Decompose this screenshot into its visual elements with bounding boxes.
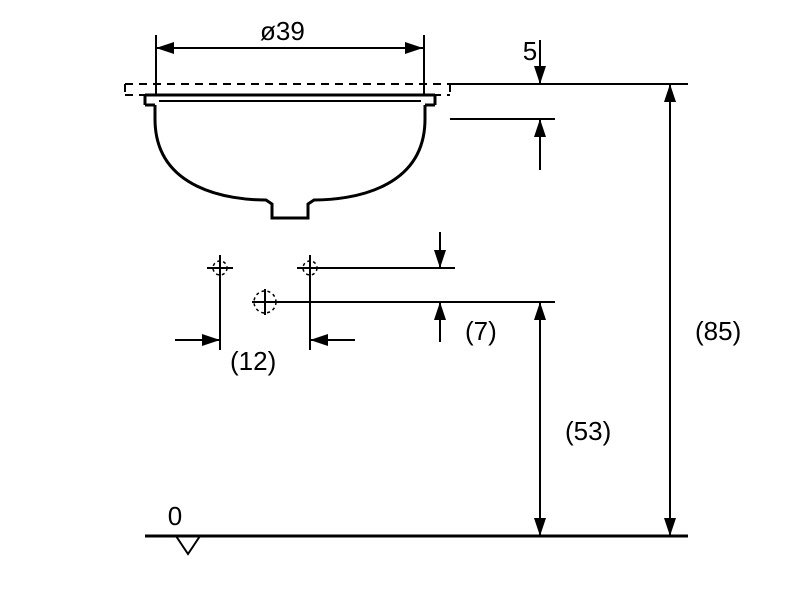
- ground-line: [145, 536, 688, 554]
- dim-total-height-label: (85): [695, 316, 741, 346]
- datum-zero-label: 0: [168, 501, 182, 531]
- dim-7-label: (7): [465, 316, 497, 346]
- dim-12-label: (12): [230, 346, 276, 376]
- fixing-marks: [207, 255, 323, 315]
- dim-rim-thickness-label: 5: [523, 36, 537, 66]
- dim-diameter-label: ø39: [260, 16, 305, 46]
- basin-outline: [125, 84, 450, 218]
- dim-53-label: (53): [565, 416, 611, 446]
